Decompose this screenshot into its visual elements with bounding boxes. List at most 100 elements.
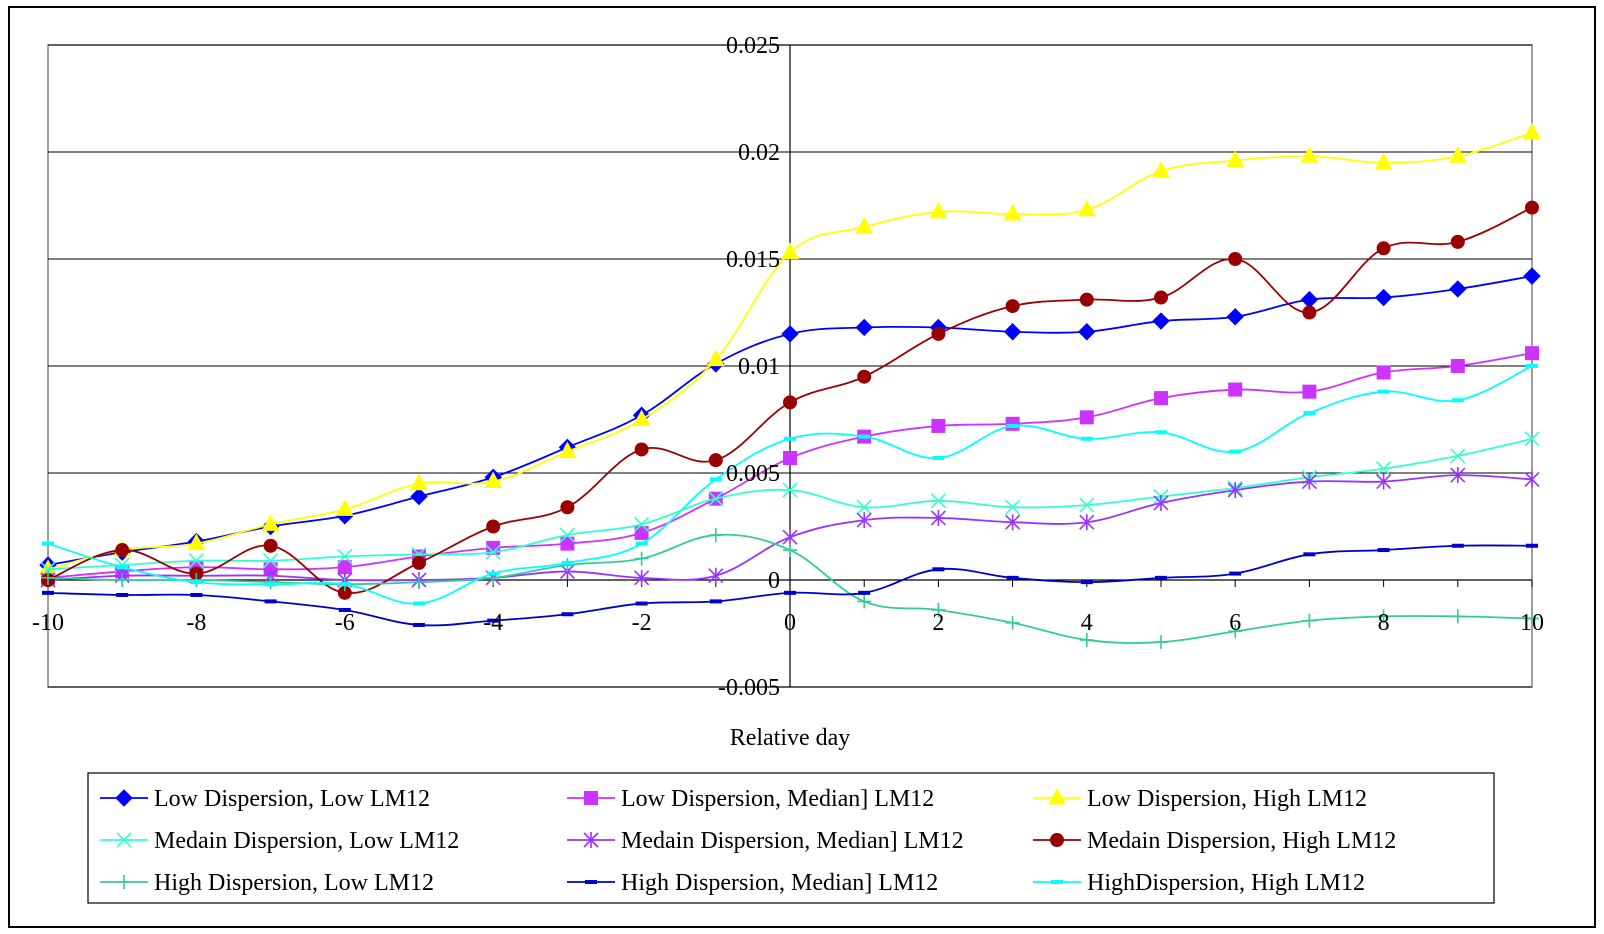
data-point-circle xyxy=(486,519,501,534)
data-point-dash xyxy=(1006,575,1019,580)
data-point-dash xyxy=(1080,436,1093,441)
data-point-dash xyxy=(1303,411,1316,416)
data-point-x xyxy=(930,493,946,509)
legend-label: High Dispersion, Low LM12 xyxy=(154,870,434,896)
data-point-star xyxy=(930,509,946,526)
data-point-dash xyxy=(1006,423,1019,428)
data-point-star xyxy=(856,512,872,529)
data-point-plus xyxy=(189,573,204,587)
data-point-triangle xyxy=(1077,199,1096,217)
data-point-dash xyxy=(1229,571,1242,576)
data-point-x xyxy=(1005,499,1021,515)
data-point-square xyxy=(1302,384,1317,399)
data-point-circle xyxy=(1050,833,1064,847)
legend-item: Low Dispersion, High LM12 xyxy=(1033,786,1367,812)
data-point-dash xyxy=(190,592,203,597)
data-point-x xyxy=(337,548,353,565)
legend-label: Low Dispersion, High LM12 xyxy=(1087,786,1367,812)
data-point-dash xyxy=(413,601,425,606)
data-point-dash xyxy=(116,592,129,597)
data-point-plus xyxy=(783,543,797,558)
data-point-triangle xyxy=(632,409,651,426)
data-point-dash xyxy=(116,565,129,570)
data-point-dash xyxy=(635,601,648,606)
data-point-star xyxy=(1301,473,1317,490)
legend-label: Medain Dispersion, High LM12 xyxy=(1087,828,1396,854)
data-point-triangle xyxy=(1300,146,1319,163)
data-point-triangle xyxy=(261,514,280,531)
x-tick-label: -10 xyxy=(32,610,64,636)
data-point-star xyxy=(1524,471,1540,488)
series-9 xyxy=(42,364,1538,606)
data-point-diamond xyxy=(1078,323,1096,341)
data-point-triangle xyxy=(1523,122,1541,140)
legend-label: Low Dispersion, Median] LM12 xyxy=(621,786,934,812)
x-tick-label: 8 xyxy=(1378,610,1390,636)
data-point-circle xyxy=(1450,234,1465,249)
data-point-triangle xyxy=(1003,203,1022,221)
legend: Low Dispersion, Low LM12 Low Dispersion, … xyxy=(87,772,1495,904)
data-point-dash xyxy=(1051,880,1063,884)
y-tick-label: 0.005 xyxy=(726,461,780,487)
data-point-plus xyxy=(1525,611,1539,626)
legend-label: High Dispersion, Median] LM12 xyxy=(621,870,938,896)
data-point-dash xyxy=(264,599,277,604)
data-point-triangle xyxy=(1048,787,1066,805)
legend-label: Medain Dispersion, Low LM12 xyxy=(154,828,459,854)
data-point-dash xyxy=(1155,430,1167,435)
y-tick-label: 0.01 xyxy=(738,354,780,380)
data-point-plus xyxy=(560,558,575,573)
data-point-square xyxy=(1525,346,1539,361)
series-lines xyxy=(39,122,1541,650)
data-point-dash xyxy=(709,477,722,482)
data-point-diamond xyxy=(1449,280,1467,298)
data-point-star xyxy=(1376,473,1392,490)
data-point-x xyxy=(856,499,872,515)
data-point-diamond xyxy=(781,325,799,343)
data-point-plus xyxy=(117,875,131,889)
data-point-square xyxy=(1228,382,1243,397)
data-point-dash xyxy=(932,567,945,572)
data-point-triangle xyxy=(410,473,428,491)
data-point-circle xyxy=(1525,200,1539,215)
data-point-dash xyxy=(858,434,871,439)
data-point-circle xyxy=(1228,252,1243,266)
x-tick-label: 2 xyxy=(932,610,944,636)
x-tick-label: 4 xyxy=(1081,610,1093,636)
data-point-square xyxy=(584,791,598,805)
data-point-x xyxy=(263,553,279,569)
data-point-square xyxy=(1450,359,1465,373)
data-point-triangle xyxy=(484,471,503,489)
legend-item: Low Dispersion, Median] LM12 xyxy=(567,786,934,812)
data-point-dash xyxy=(561,612,574,617)
data-point-star xyxy=(1079,514,1095,531)
data-point-dash xyxy=(784,436,796,441)
data-point-diamond xyxy=(1003,323,1022,341)
legend-item: High Dispersion, Median] LM12 xyxy=(567,870,938,896)
data-point-circle xyxy=(931,326,946,341)
data-point-square xyxy=(783,451,797,466)
data-point-circle xyxy=(337,585,352,600)
data-point-star xyxy=(782,529,798,546)
y-tick-label: 0.025 xyxy=(726,33,780,59)
data-point-x xyxy=(40,561,56,577)
data-point-circle xyxy=(1079,292,1094,307)
data-point-diamond xyxy=(1226,308,1244,326)
data-point-dash xyxy=(190,580,203,585)
data-point-x xyxy=(1376,461,1392,477)
data-point-dash xyxy=(1377,389,1390,394)
data-point-triangle xyxy=(1448,146,1467,163)
data-point-dash xyxy=(42,541,54,546)
data-point-plus xyxy=(1154,635,1168,650)
x-tick-label: -8 xyxy=(186,610,206,636)
data-point-plus xyxy=(412,575,426,590)
data-point-x xyxy=(485,544,501,560)
data-point-x xyxy=(559,527,575,543)
data-point-x xyxy=(634,516,650,532)
data-point-circle xyxy=(1302,305,1317,320)
data-point-dash xyxy=(585,880,597,884)
data-point-square xyxy=(931,418,946,433)
data-point-square xyxy=(1005,416,1020,431)
data-point-circle xyxy=(412,555,426,570)
data-point-x xyxy=(708,491,724,507)
